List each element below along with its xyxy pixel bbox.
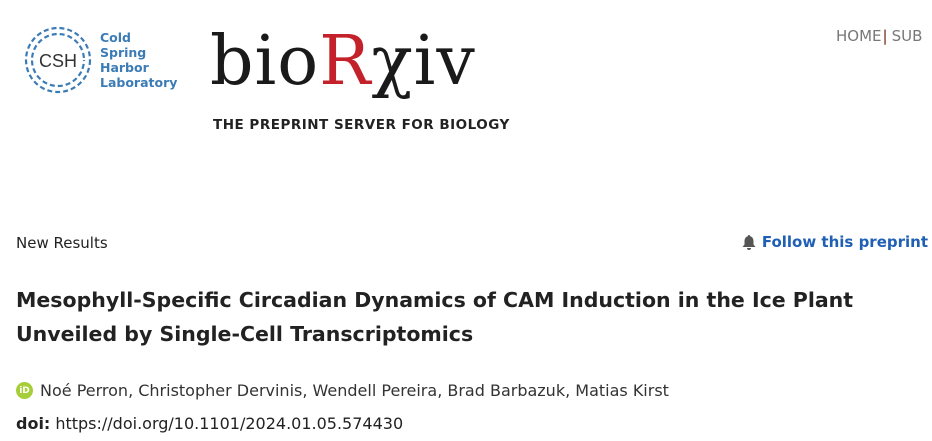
- nav-submit-link[interactable]: SUB: [891, 27, 923, 45]
- follow-preprint-link[interactable]: Follow this preprint: [741, 233, 928, 251]
- logo-part: bio: [210, 22, 320, 101]
- author-list: iD Noé Perron, Christopher Dervinis, Wen…: [16, 381, 669, 400]
- csh-line: Laboratory: [100, 75, 178, 90]
- logo-part: χiv: [371, 22, 476, 101]
- csh-monogram: CSH: [39, 51, 77, 71]
- nav-separator: |: [882, 27, 888, 45]
- csh-line: Cold: [100, 30, 131, 45]
- top-nav: HOME| SUB: [836, 27, 922, 45]
- doi-label: doi:: [16, 414, 51, 433]
- csh-logo-text: Cold Spring Harbor Laboratory: [100, 30, 177, 90]
- csh-line: Harbor: [100, 60, 149, 75]
- csh-line: Spring: [100, 45, 147, 60]
- nav-home-link[interactable]: HOME: [836, 27, 882, 45]
- logo-part-red: R: [319, 22, 372, 101]
- orcid-icon[interactable]: iD: [16, 382, 33, 399]
- follow-label: Follow this preprint: [761, 233, 928, 251]
- article-type: New Results: [16, 234, 108, 252]
- doi-link[interactable]: https://doi.org/10.1101/2024.01.05.57443…: [55, 414, 404, 433]
- biorxiv-logo[interactable]: bioRχiv: [210, 22, 476, 102]
- bell-icon: [742, 234, 756, 250]
- authors-text[interactable]: Noé Perron, Christopher Dervinis, Wendel…: [40, 381, 669, 400]
- biorxiv-tagline: THE PREPRINT SERVER FOR BIOLOGY: [213, 117, 510, 133]
- csh-logo[interactable]: CSH: [20, 22, 96, 98]
- doi-line: doi: https://doi.org/10.1101/2024.01.05.5…: [16, 414, 403, 433]
- article-title: Mesophyll-Specific Circadian Dynamics of…: [16, 288, 854, 346]
